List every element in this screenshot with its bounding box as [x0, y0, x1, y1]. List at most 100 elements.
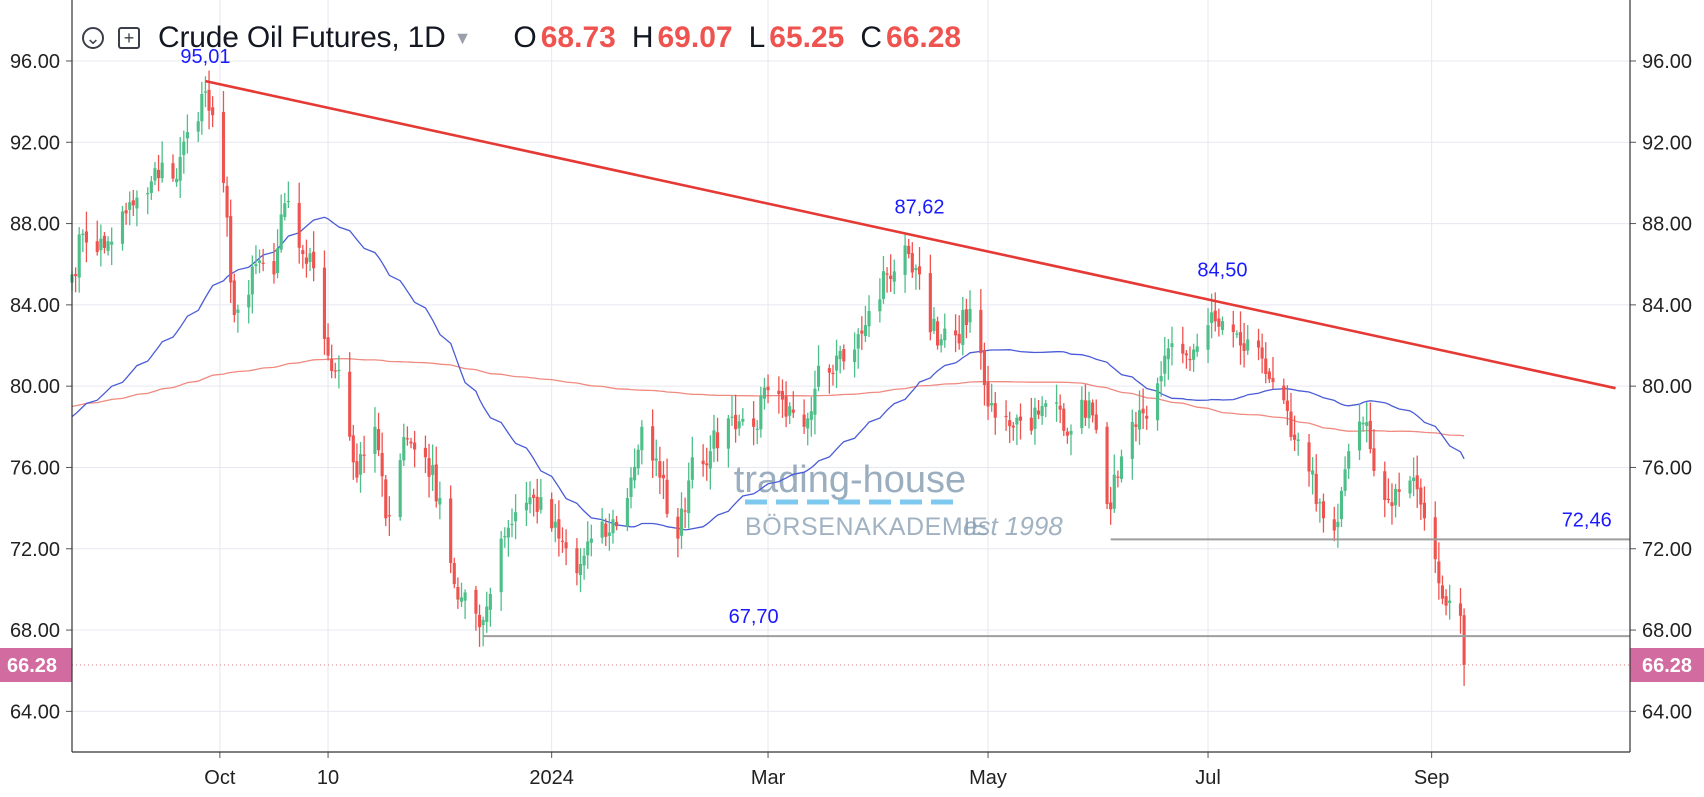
candle-body	[1008, 420, 1012, 427]
candle	[124, 202, 128, 225]
candle-body	[286, 200, 290, 203]
candle-body	[788, 406, 792, 416]
candle	[575, 538, 579, 586]
candle	[1141, 388, 1145, 430]
candle-body	[1462, 615, 1466, 666]
candle-body	[463, 592, 467, 601]
candle	[679, 492, 684, 549]
candle	[1083, 384, 1087, 426]
candle-body	[802, 414, 806, 427]
candle-body	[185, 132, 189, 139]
candle	[1347, 443, 1351, 479]
candle	[131, 189, 135, 216]
candle-body	[1040, 406, 1044, 417]
candle	[957, 315, 961, 350]
candle	[1343, 456, 1347, 497]
candle-body	[766, 386, 770, 391]
symbol-dropdown-caret-icon[interactable]: ▼	[453, 27, 472, 48]
y-tick-label-right: 68.00	[1642, 620, 1692, 642]
candle-body	[957, 334, 961, 344]
y-tick-label-left: 72.00	[10, 539, 60, 561]
candle-body	[553, 521, 557, 528]
candle-body	[629, 477, 633, 497]
candle	[225, 176, 229, 237]
candle	[737, 414, 741, 436]
candle	[535, 478, 539, 524]
candle	[935, 316, 940, 350]
candle-body	[661, 474, 666, 479]
candle	[1166, 338, 1170, 380]
candle	[358, 441, 363, 493]
candle	[1206, 308, 1210, 364]
candle-body	[156, 169, 161, 179]
candle-body	[827, 368, 831, 373]
candle	[881, 256, 886, 304]
y-tick-label-left: 96.00	[10, 51, 60, 73]
candle	[1440, 575, 1445, 605]
watermark-line3: est 1998	[963, 511, 1063, 541]
candle	[982, 342, 987, 406]
candle	[1188, 346, 1192, 372]
x-tick-label: Jul	[1195, 767, 1221, 789]
candle-body	[384, 479, 388, 519]
candle-body	[481, 619, 485, 626]
candle	[636, 444, 640, 476]
candle	[708, 435, 712, 490]
candle	[1267, 368, 1271, 383]
candle-body	[1181, 343, 1185, 354]
candle-body	[456, 586, 460, 600]
candle	[835, 339, 839, 389]
candle	[1462, 608, 1466, 686]
candle-body	[351, 435, 355, 463]
candle	[488, 587, 492, 627]
candle-body	[615, 521, 619, 527]
candle	[986, 365, 990, 420]
candle	[589, 524, 593, 557]
y-tick-label-left: 76.00	[10, 457, 60, 479]
candle-body	[81, 233, 85, 235]
candle-body	[499, 538, 503, 593]
close-label: C	[860, 21, 883, 54]
candle	[156, 154, 161, 192]
candle	[1145, 405, 1149, 430]
candle-body	[337, 369, 341, 372]
candle	[1195, 333, 1199, 357]
candle	[182, 130, 186, 174]
candle	[247, 280, 251, 324]
candle-body	[1145, 415, 1149, 419]
candle	[604, 518, 608, 547]
candle-body	[607, 532, 611, 536]
collapse-chevron-icon[interactable]: ⌄	[82, 27, 104, 49]
candle-body	[1314, 473, 1318, 505]
candle-body	[322, 267, 327, 339]
candle-body	[1065, 431, 1069, 436]
candle-body	[1018, 416, 1023, 421]
candle-body	[257, 260, 262, 263]
candle-body	[712, 430, 716, 449]
candle	[1336, 503, 1340, 548]
candle-body	[1361, 422, 1365, 425]
candle	[1357, 403, 1362, 460]
add-plus-icon[interactable]: +	[118, 27, 140, 49]
candle	[405, 426, 409, 446]
candle	[917, 247, 922, 290]
candle-body	[1033, 407, 1037, 429]
symbol-title[interactable]: Crude Oil Futures, 1D	[158, 21, 446, 54]
candle-body	[261, 262, 265, 264]
candle	[1256, 328, 1261, 361]
candle	[1433, 501, 1437, 574]
candle	[427, 443, 431, 498]
candle	[968, 290, 972, 333]
moving-average-fast	[71, 216, 1465, 531]
candle-body	[968, 308, 972, 323]
candle	[954, 314, 958, 353]
candle-body	[506, 527, 510, 538]
candle	[77, 227, 81, 293]
candle	[1069, 424, 1073, 456]
candle	[211, 96, 215, 128]
candle-body	[387, 515, 391, 517]
candle	[1029, 397, 1033, 435]
candle	[629, 467, 633, 509]
candle-body	[1195, 346, 1199, 352]
